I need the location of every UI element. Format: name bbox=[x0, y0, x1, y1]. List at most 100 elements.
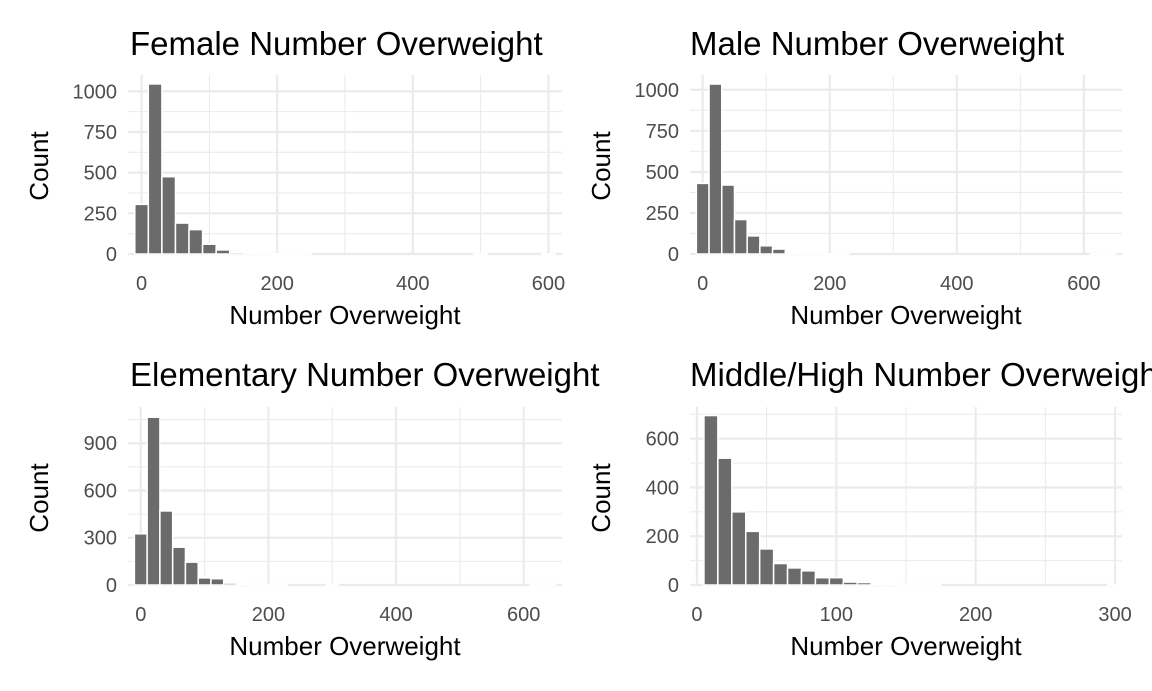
histogram-bar bbox=[133, 533, 148, 586]
histogram-bar bbox=[261, 584, 276, 587]
panel-male: Male Number Overweight Number Overweight… bbox=[586, 25, 1122, 330]
histogram-bar bbox=[147, 83, 163, 255]
panel-title: Elementary Number Overweight bbox=[130, 356, 600, 393]
histogram-bar bbox=[274, 584, 289, 587]
x-tick-label: 600 bbox=[532, 273, 565, 295]
y-axis-title: Count bbox=[24, 463, 54, 533]
histogram-bar bbox=[134, 203, 150, 255]
histogram-bar bbox=[703, 414, 719, 586]
histogram-bar bbox=[269, 253, 285, 256]
y-axis-title: Count bbox=[586, 131, 616, 201]
histogram-bar bbox=[248, 583, 263, 586]
tick-labels: 0 200 400 600 0 250 500 750 1000 bbox=[73, 81, 566, 295]
histogram-bars bbox=[133, 416, 557, 587]
panel-female: Female Number Overweight Number Overweig… bbox=[24, 25, 565, 330]
histogram-bar bbox=[222, 582, 238, 586]
y-tick-label: 250 bbox=[646, 203, 679, 225]
histogram-bars bbox=[695, 83, 1117, 256]
histogram-bar bbox=[822, 253, 837, 256]
y-tick-label: 0 bbox=[668, 575, 679, 597]
histogram-bar bbox=[828, 576, 845, 586]
histogram-bar bbox=[786, 567, 803, 586]
panel-middle-high: Middle/High Number Overweight Number Ove… bbox=[586, 356, 1152, 661]
x-tick-label: 400 bbox=[379, 604, 412, 626]
histogram-bar bbox=[809, 252, 825, 255]
y-tick-label: 900 bbox=[84, 433, 117, 455]
y-tick-label: 250 bbox=[84, 203, 117, 225]
histogram-bar bbox=[228, 251, 245, 255]
histogram-bar bbox=[797, 252, 812, 255]
y-tick-label: 500 bbox=[646, 162, 679, 184]
y-tick-label: 600 bbox=[84, 480, 117, 502]
histogram-bar bbox=[746, 235, 761, 255]
y-tick-label: 400 bbox=[646, 477, 679, 499]
x-axis-title: Number Overweight bbox=[790, 300, 1022, 330]
histogram-bar bbox=[210, 577, 225, 586]
histogram-bar bbox=[912, 584, 928, 587]
histogram-bar bbox=[184, 561, 199, 586]
histogram-bar bbox=[242, 252, 258, 255]
gridlines bbox=[690, 75, 1122, 256]
histogram-bar bbox=[171, 546, 187, 586]
histogram-bar bbox=[759, 245, 774, 255]
x-tick-label: 100 bbox=[820, 604, 853, 626]
panel-title: Female Number Overweight bbox=[130, 25, 543, 62]
y-tick-label: 750 bbox=[84, 122, 117, 144]
histogram-bar bbox=[161, 175, 177, 255]
y-tick-label: 0 bbox=[106, 575, 117, 597]
y-tick-label: 750 bbox=[646, 121, 679, 143]
histogram-bar bbox=[731, 511, 747, 586]
panel-title: Middle/High Number Overweight bbox=[690, 356, 1152, 393]
x-tick-label: 300 bbox=[1098, 604, 1131, 626]
x-tick-label: 400 bbox=[396, 273, 429, 295]
histogram-bar bbox=[721, 184, 736, 255]
histogram-bar bbox=[772, 562, 789, 586]
histogram-bar bbox=[800, 570, 817, 586]
histogram-bar bbox=[174, 222, 190, 255]
histogram-bar bbox=[325, 584, 340, 587]
gridlines bbox=[128, 407, 562, 587]
histogram-bar bbox=[542, 584, 557, 587]
histogram-bar bbox=[856, 581, 872, 586]
histogram-bars bbox=[703, 414, 1123, 587]
tick-labels: 0 200 400 600 0 250 500 750 1000 bbox=[635, 80, 1101, 295]
histogram-bar bbox=[733, 218, 748, 255]
gridlines bbox=[690, 407, 1122, 587]
y-tick-label: 0 bbox=[106, 244, 117, 266]
histogram-bar bbox=[1089, 253, 1104, 256]
y-tick-label: 0 bbox=[668, 244, 679, 266]
histogram-bar bbox=[695, 182, 710, 255]
histogram-bars bbox=[134, 83, 556, 256]
x-tick-label: 200 bbox=[959, 604, 992, 626]
histogram-bar bbox=[146, 416, 161, 586]
histogram-bar bbox=[197, 577, 212, 586]
histogram-bar bbox=[870, 583, 886, 586]
histogram-bar bbox=[784, 252, 799, 255]
x-tick-label: 0 bbox=[697, 273, 708, 295]
x-tick-label: 200 bbox=[261, 273, 294, 295]
y-tick-label: 600 bbox=[646, 429, 679, 451]
x-tick-label: 0 bbox=[691, 604, 702, 626]
histogram-bar bbox=[201, 243, 217, 255]
x-axis-title: Number Overweight bbox=[790, 631, 1022, 661]
y-tick-label: 300 bbox=[84, 528, 117, 550]
x-tick-label: 200 bbox=[813, 273, 846, 295]
y-tick-label: 500 bbox=[84, 163, 117, 185]
histogram-bar bbox=[744, 530, 761, 586]
histogram-bar bbox=[256, 252, 272, 255]
x-tick-label: 600 bbox=[507, 604, 540, 626]
histogram-bar bbox=[1107, 584, 1123, 587]
histogram-bar bbox=[814, 576, 831, 586]
histogram-bar bbox=[296, 253, 312, 256]
histogram-bar bbox=[717, 457, 733, 586]
panel-title: Male Number Overweight bbox=[690, 25, 1064, 62]
panel-elementary: Elementary Number Overweight Number Over… bbox=[24, 356, 600, 661]
x-tick-label: 600 bbox=[1067, 273, 1100, 295]
histogram-bar bbox=[540, 253, 556, 256]
y-tick-label: 200 bbox=[646, 526, 679, 548]
x-tick-label: 400 bbox=[940, 273, 973, 295]
histogram-bar bbox=[842, 581, 858, 586]
histogram-bar bbox=[188, 228, 204, 255]
histogram-bar bbox=[159, 510, 174, 586]
